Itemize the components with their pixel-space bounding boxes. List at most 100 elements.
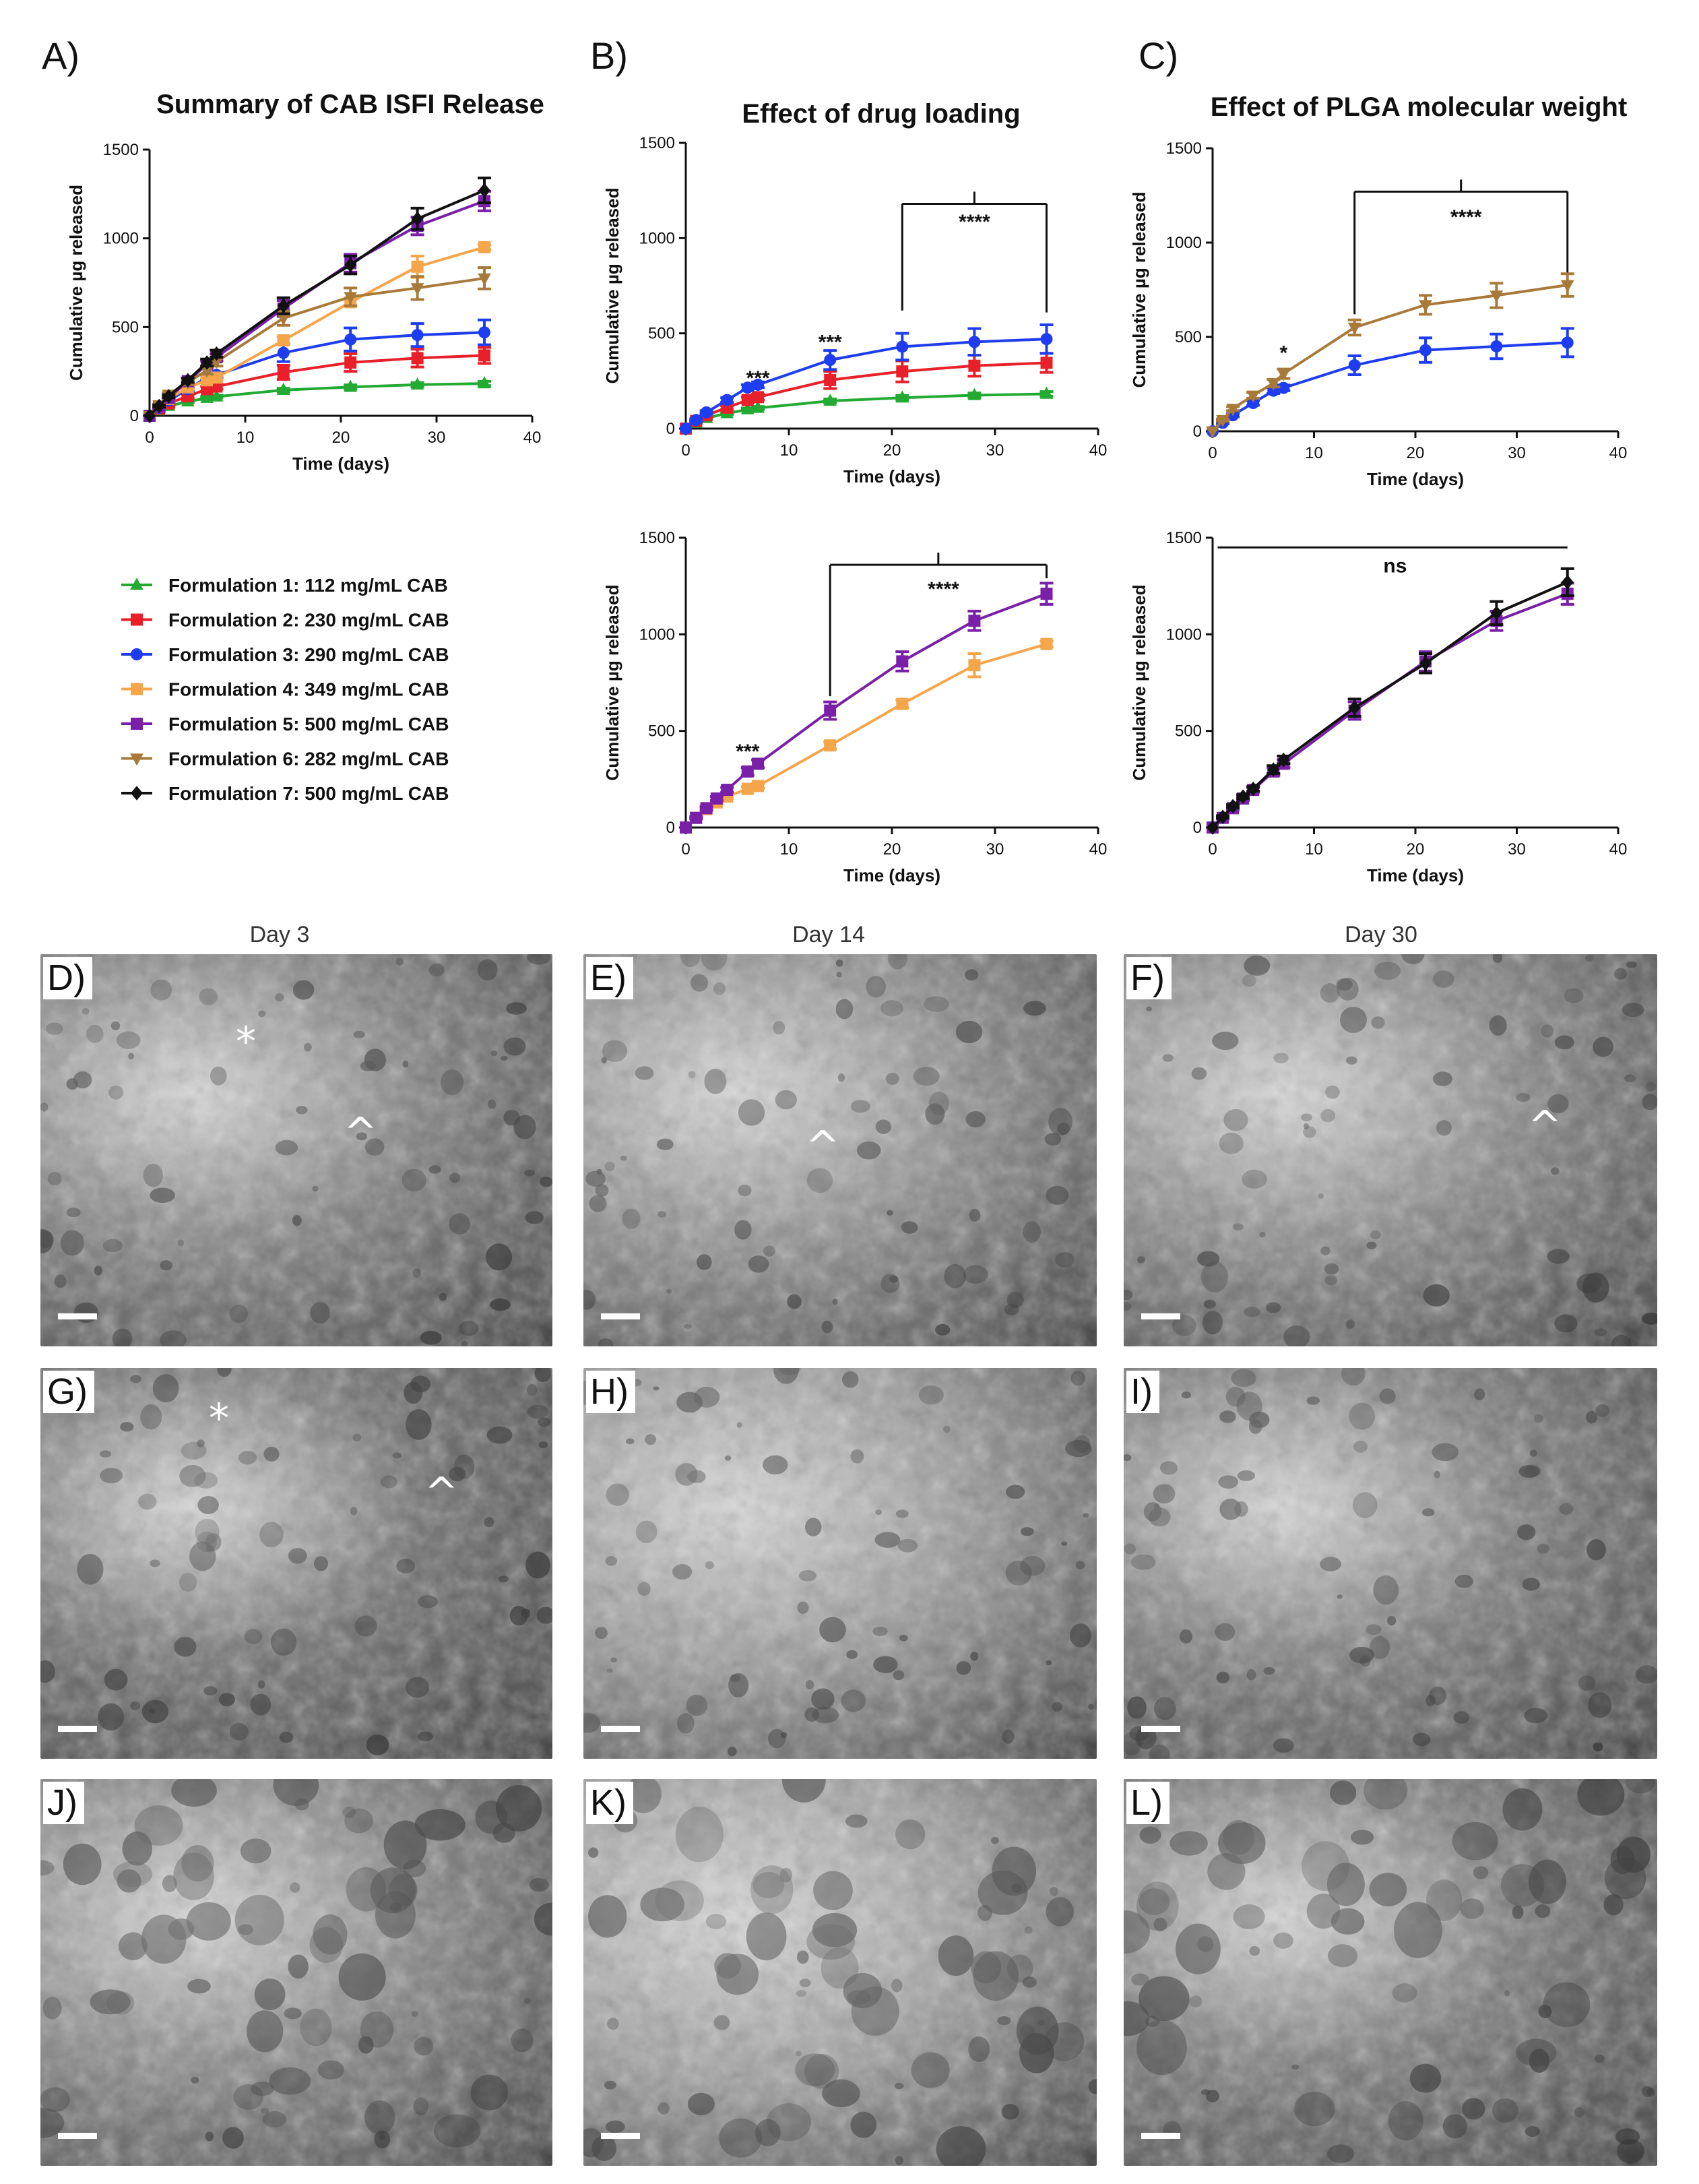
x-tick-label: 20 (332, 429, 350, 447)
series (143, 318, 491, 422)
data-point (143, 408, 156, 423)
data-point (741, 381, 754, 394)
data-point (478, 326, 490, 339)
data-point (1247, 397, 1260, 409)
data-point (478, 241, 490, 253)
data-point (1419, 656, 1432, 671)
data-point (201, 355, 214, 370)
data-point (968, 659, 981, 672)
y-tick-label: 0 (130, 407, 139, 425)
data-point (1277, 381, 1290, 394)
data-point (752, 757, 765, 770)
day-label: Day 30 (1345, 922, 1417, 947)
data-point (1040, 333, 1053, 346)
x-tick-label: 0 (1208, 444, 1217, 462)
x-axis-label: Time (days) (843, 466, 940, 487)
legend-entry: Formulation 3: 290 mg/mL CAB (168, 644, 449, 665)
data-point (411, 211, 424, 226)
data-point (478, 183, 490, 198)
data-point (968, 336, 981, 348)
data-point (478, 273, 491, 286)
data-point (721, 784, 734, 797)
sem-panel-label: G) (43, 1371, 94, 1414)
data-point (1419, 344, 1432, 356)
data-point (721, 394, 734, 406)
y-tick-label: 0 (666, 819, 675, 837)
data-point (690, 414, 703, 427)
data-point (1207, 820, 1219, 835)
chart-c: C) Effect of PLGA molecular weight 0 10 20 30… (1129, 34, 1627, 489)
data-point (680, 821, 692, 834)
x-axis-label: Time (days) (1367, 469, 1464, 489)
data-point (1277, 752, 1290, 768)
legend-entry: Formulation 4: 349 mg/mL CAB (168, 679, 449, 700)
data-point (968, 615, 981, 627)
chart-panel-4: 0 10 20 30 40 0 500 1000 1500 Time (days) Cumulati… (1129, 529, 1627, 885)
y-tick-label: 1500 (639, 134, 675, 152)
data-point (344, 379, 358, 392)
sem-panel-label: J) (43, 1782, 84, 1825)
data-point (700, 406, 713, 418)
micrograph-texture (1124, 1779, 1657, 2166)
scale-bar (601, 2133, 640, 2139)
data-point (478, 349, 490, 362)
sem-image-k: K) (583, 1779, 1097, 2166)
x-tick-label: 40 (1089, 840, 1108, 859)
data-point (1277, 369, 1291, 381)
x-tick-label: 0 (1208, 840, 1217, 859)
micrograph-texture (583, 954, 1097, 1346)
significance-label: **** (928, 578, 959, 600)
y-axis-label: Cumulative µg released (1129, 585, 1149, 781)
data-point (210, 346, 223, 361)
x-tick-label: 10 (780, 441, 798, 460)
data-point (824, 354, 837, 367)
y-tick-label: 500 (648, 722, 675, 741)
chart-a: A) Summary of CAB ISFI Release 0 10 20 30 40 0 5… (42, 34, 544, 474)
legend-entry: Formulation 2: 230 mg/mL CAB (168, 610, 449, 631)
series (1207, 327, 1574, 437)
data-point (741, 765, 754, 778)
x-tick-label: 30 (1508, 840, 1526, 859)
chart-title: Summary of CAB ISFI Release (156, 90, 544, 119)
data-point (896, 340, 909, 353)
data-point (1226, 404, 1240, 416)
legend-marker (130, 578, 143, 590)
scale-bar (1141, 1726, 1180, 1732)
micrograph-texture (583, 1368, 1097, 1759)
series-line (685, 392, 1047, 430)
data-point (741, 782, 754, 795)
sem-image-l: L) (1124, 1779, 1657, 2166)
chart-b: B) Effect of drug loading 0 10 20 30 40 0 500 100… (590, 34, 1107, 487)
data-point (1216, 415, 1229, 427)
y-tick-label: 1000 (639, 229, 675, 247)
data-point (276, 383, 290, 396)
y-tick-label: 1000 (639, 625, 675, 644)
legend-marker (131, 648, 143, 660)
x-axis-label: Time (days) (843, 865, 940, 885)
data-point (1040, 637, 1053, 650)
data-point (1561, 575, 1574, 590)
y-tick-label: 500 (112, 318, 139, 336)
data-point (478, 376, 491, 389)
x-tick-label: 40 (1609, 444, 1628, 462)
data-point (200, 365, 214, 378)
scale-bar (601, 1726, 640, 1732)
data-point (344, 333, 357, 346)
y-tick-label: 0 (666, 420, 675, 438)
caret-marker: ^ (1528, 1102, 1562, 1150)
data-point (895, 390, 909, 403)
y-tick-label: 1500 (1166, 139, 1202, 158)
x-axis-label: Time (days) (1367, 865, 1464, 885)
chart-panel-3: 0 10 20 30 40 0 500 1000 1500 Time (days) Cumulati… (602, 529, 1107, 885)
data-point (344, 257, 357, 272)
scale-bar (58, 1313, 97, 1319)
significance-label: **** (1450, 206, 1482, 228)
data-point (210, 389, 224, 402)
data-point (690, 811, 703, 824)
legend-marker (131, 683, 143, 695)
data-point (1267, 762, 1280, 777)
y-tick-label: 1500 (639, 529, 675, 547)
sem-image-d: D) * ^ (40, 954, 552, 1346)
data-point (741, 394, 754, 406)
series (1207, 582, 1574, 834)
